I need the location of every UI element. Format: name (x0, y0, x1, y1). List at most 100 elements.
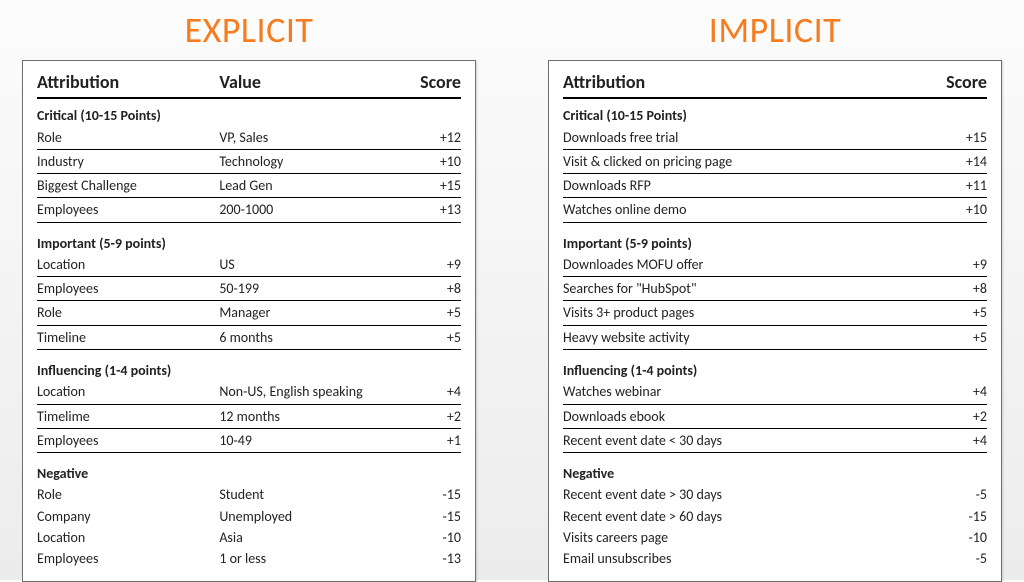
table-row: Downloades MOFU offer+9 (563, 254, 987, 277)
row-attribution: Searches for "HubSpot" (563, 278, 941, 299)
row-score: +1 (415, 430, 461, 451)
row-value: Student (219, 484, 415, 505)
row-value: 50-199 (219, 278, 415, 299)
table-row: Recent event date > 60 days-15 (563, 506, 987, 527)
row-score: +5 (415, 327, 461, 348)
row-score: +13 (415, 199, 461, 220)
table-row: Recent event date > 30 days-5 (563, 484, 987, 505)
table-row: Searches for "HubSpot"+8 (563, 278, 987, 301)
row-score: +5 (415, 302, 461, 323)
implicit-header-row: Attribution Score (563, 69, 987, 99)
table-row: Timeline6 months+5 (37, 327, 461, 350)
row-score: -15 (941, 506, 987, 527)
row-value: Asia (219, 527, 415, 548)
row-attribution: Visit & clicked on pricing page (563, 151, 941, 172)
row-score: -5 (941, 548, 987, 569)
row-score: +5 (941, 302, 987, 323)
table-row: LocationUS+9 (37, 254, 461, 277)
row-attribution: Employees (37, 199, 219, 220)
implicit-title: IMPLICIT (548, 8, 1002, 52)
row-attribution: Downloads free trial (563, 127, 941, 148)
row-attribution: Recent event date > 30 days (563, 484, 941, 505)
explicit-header-row: Attribution Value Score (37, 69, 461, 99)
row-attribution: Email unsubscribes (563, 548, 941, 569)
row-value: 10-49 (219, 430, 415, 451)
row-value: US (219, 254, 415, 275)
table-row: RoleStudent-15 (37, 484, 461, 505)
row-attribution: Timelime (37, 406, 219, 427)
row-value: Manager (219, 302, 415, 323)
row-value: 6 months (219, 327, 415, 348)
section-label: Critical (10-15 Points) (563, 105, 987, 126)
row-attribution: Role (37, 302, 219, 323)
row-score: -15 (415, 484, 461, 505)
row-score: +15 (415, 175, 461, 196)
explicit-body: Critical (10-15 Points)RoleVP, Sales+12I… (37, 105, 461, 569)
row-score: +5 (941, 327, 987, 348)
row-score: +9 (941, 254, 987, 275)
section-label: Negative (37, 463, 461, 484)
row-value: 200-1000 (219, 199, 415, 220)
section-label: Important (5-9 points) (563, 233, 987, 254)
row-value: Unemployed (219, 506, 415, 527)
table-row: Downloads free trial+15 (563, 127, 987, 150)
row-attribution: Visits 3+ product pages (563, 302, 941, 323)
row-score: +2 (941, 406, 987, 427)
row-value: Technology (219, 151, 415, 172)
row-score: +4 (941, 381, 987, 402)
row-score: +10 (941, 199, 987, 220)
section-label: Influencing (1-4 points) (563, 360, 987, 381)
table-row: Employees10-49+1 (37, 430, 461, 453)
row-score: -5 (941, 484, 987, 505)
row-value: 12 months (219, 406, 415, 427)
table-row: Visit & clicked on pricing page+14 (563, 151, 987, 174)
row-attribution: Biggest Challenge (37, 175, 219, 196)
table-row: RoleVP, Sales+12 (37, 127, 461, 150)
row-attribution: Watches online demo (563, 199, 941, 220)
row-score: -10 (415, 527, 461, 548)
row-score: -13 (415, 548, 461, 569)
table-row: Downloads ebook+2 (563, 406, 987, 429)
row-score: -10 (941, 527, 987, 548)
table-row: Heavy website activity+5 (563, 327, 987, 350)
section-label: Influencing (1-4 points) (37, 360, 461, 381)
table-row: Timelime12 months+2 (37, 406, 461, 429)
row-attribution: Location (37, 381, 219, 402)
row-score: +8 (941, 278, 987, 299)
header-score: Score (927, 69, 987, 96)
table-row: Watches webinar+4 (563, 381, 987, 404)
row-attribution: Downloads ebook (563, 406, 941, 427)
explicit-panel: Attribution Value Score Critical (10-15 … (22, 60, 476, 582)
row-attribution: Company (37, 506, 219, 527)
row-attribution: Heavy website activity (563, 327, 941, 348)
table-row: Visits careers page-10 (563, 527, 987, 548)
row-score: +10 (415, 151, 461, 172)
explicit-column: EXPLICIT Attribution Value Score Critica… (22, 8, 476, 568)
header-score: Score (401, 69, 461, 96)
row-score: +12 (415, 127, 461, 148)
table-row: Employees1 or less-13 (37, 548, 461, 569)
row-score: +9 (415, 254, 461, 275)
table-row: LocationNon-US, English speaking+4 (37, 381, 461, 404)
row-attribution: Recent event date > 60 days (563, 506, 941, 527)
row-attribution: Recent event date < 30 days (563, 430, 941, 451)
header-attribution: Attribution (37, 69, 219, 96)
row-value: 1 or less (219, 548, 415, 569)
implicit-body: Critical (10-15 Points)Downloads free tr… (563, 105, 987, 569)
row-attribution: Employees (37, 278, 219, 299)
table-row: LocationAsia-10 (37, 527, 461, 548)
implicit-panel: Attribution Score Critical (10-15 Points… (548, 60, 1002, 582)
row-attribution: Watches webinar (563, 381, 941, 402)
row-score: +4 (415, 381, 461, 402)
row-attribution: Location (37, 254, 219, 275)
table-row: Recent event date < 30 days+4 (563, 430, 987, 453)
table-row: RoleManager+5 (37, 302, 461, 325)
row-score: +4 (941, 430, 987, 451)
row-value: Non-US, English speaking (219, 381, 415, 402)
row-attribution: Role (37, 127, 219, 148)
row-attribution: Downloads RFP (563, 175, 941, 196)
row-value: VP, Sales (219, 127, 415, 148)
section-label: Negative (563, 463, 987, 484)
table-row: Downloads RFP+11 (563, 175, 987, 198)
row-attribution: Location (37, 527, 219, 548)
